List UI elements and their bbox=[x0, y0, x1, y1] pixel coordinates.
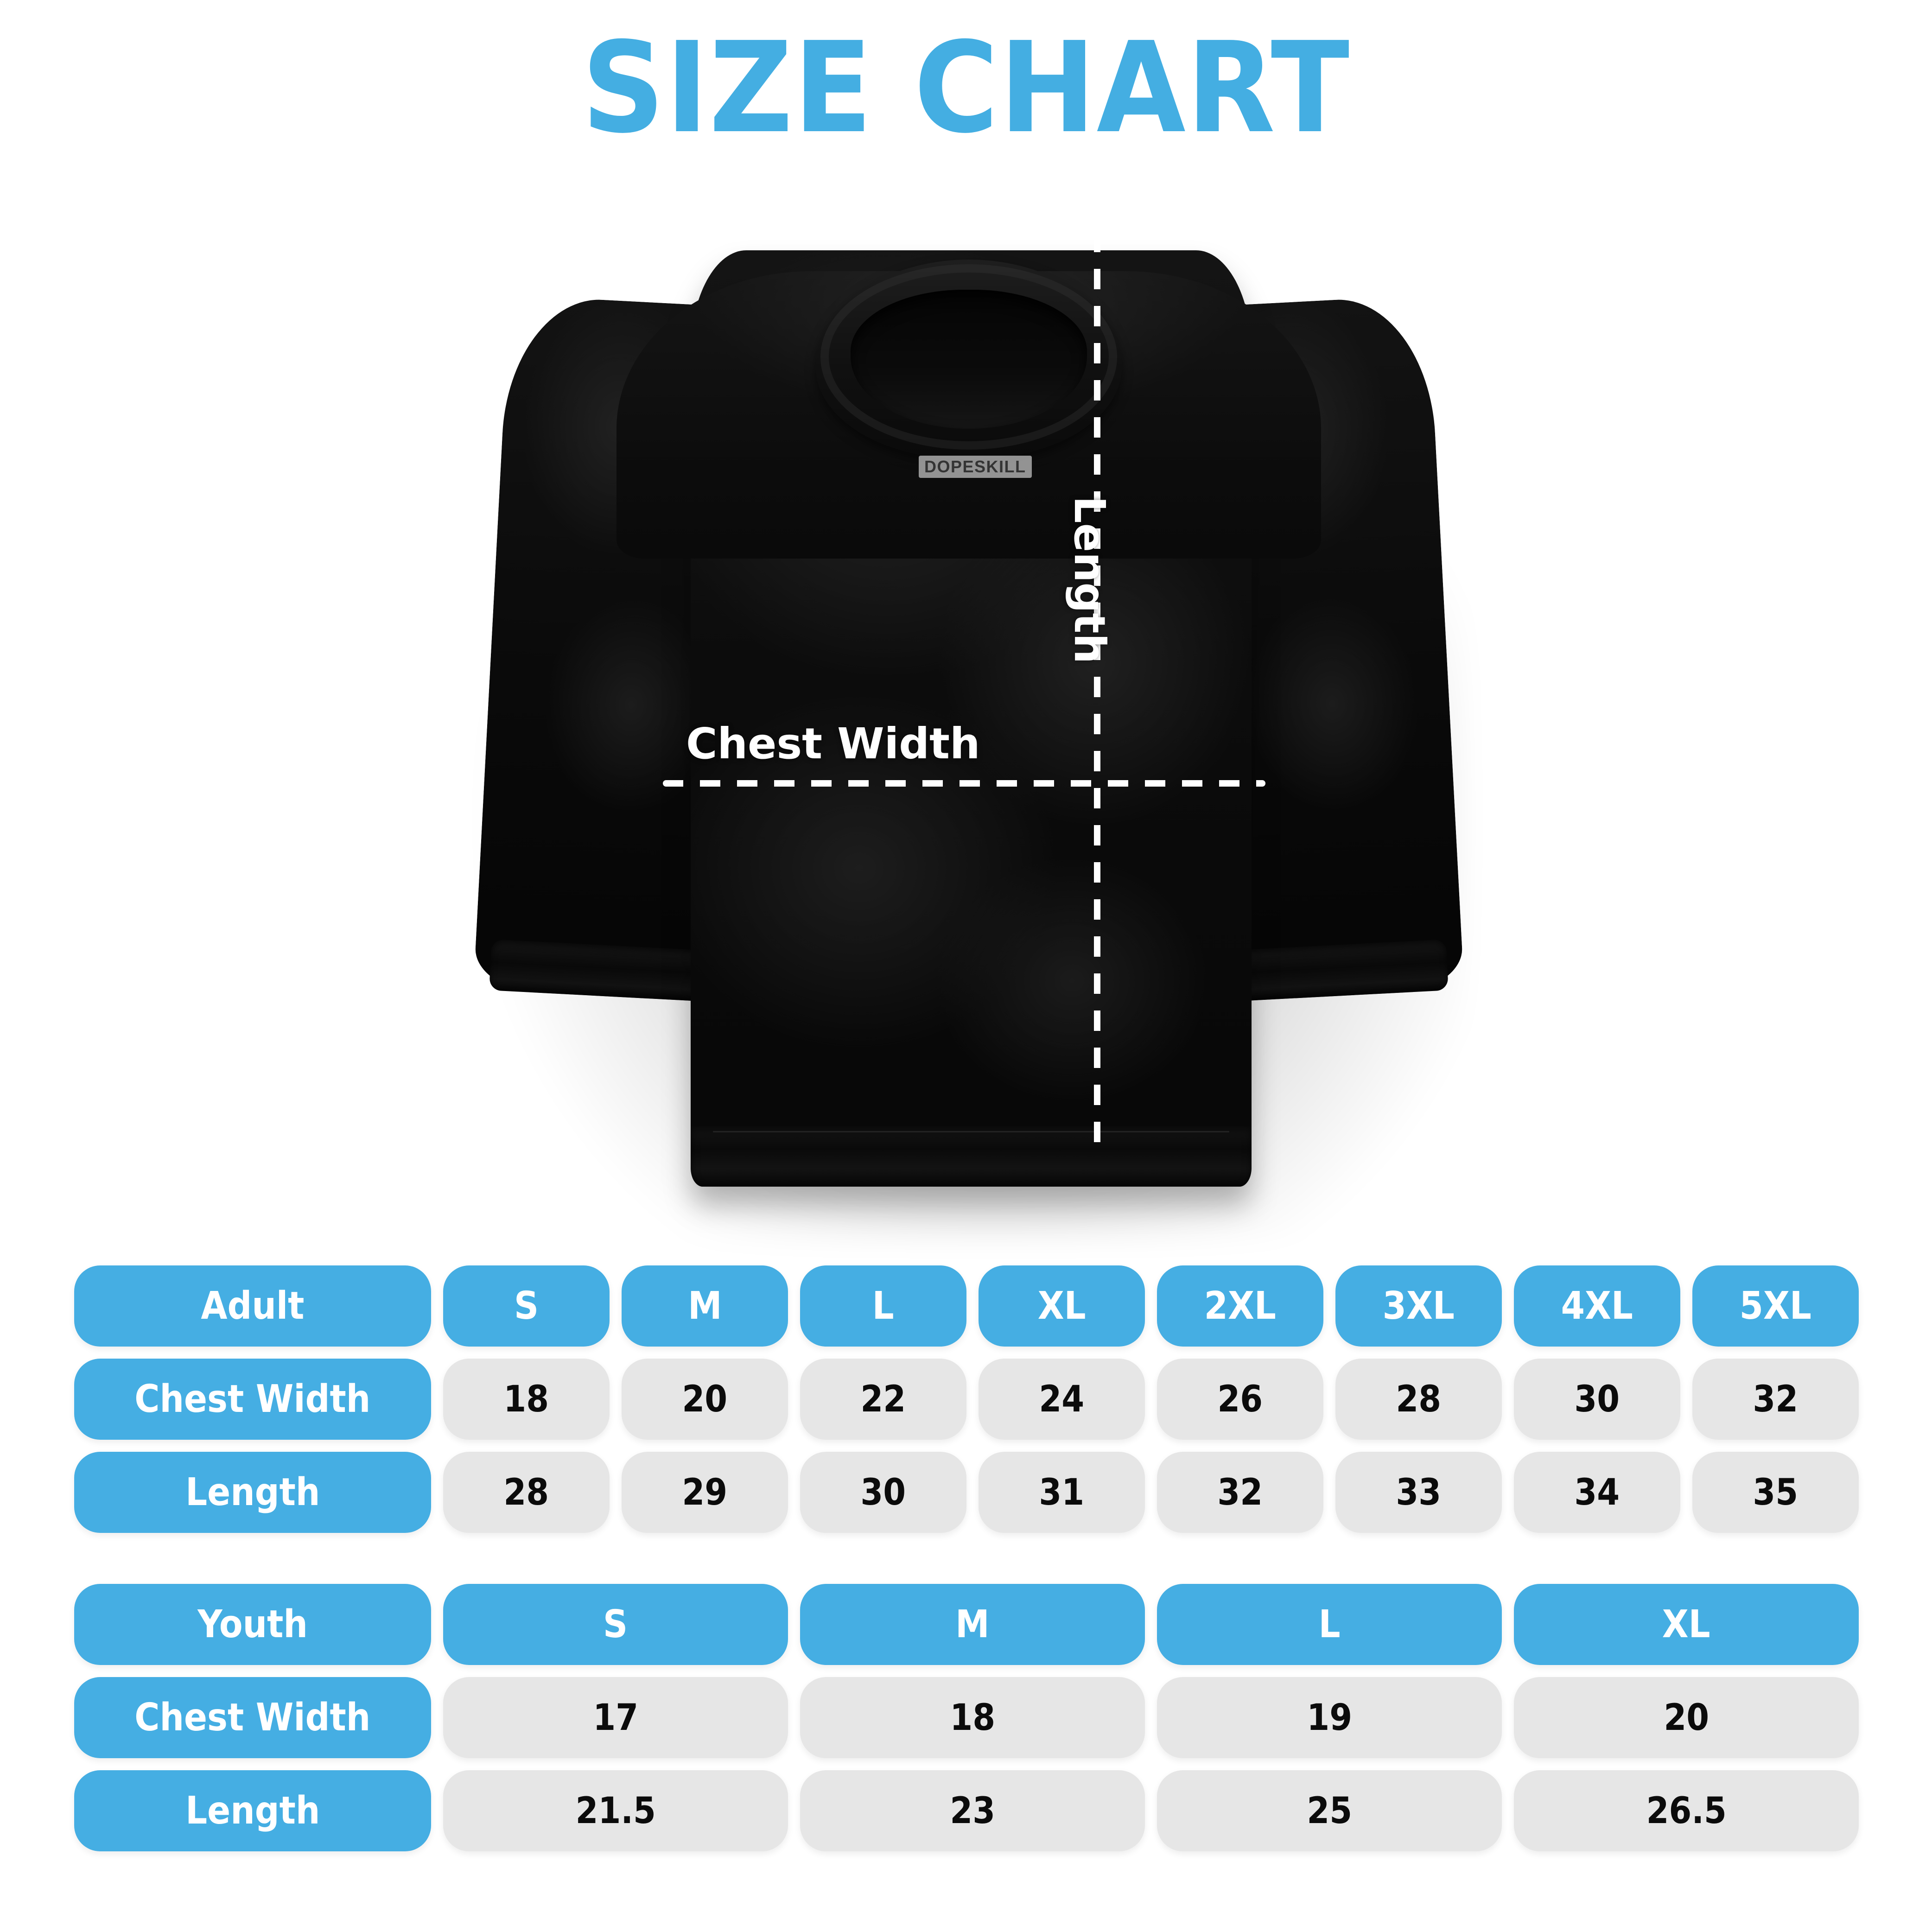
length-guide-label: Length bbox=[1065, 496, 1114, 664]
youth-size-header-l: L bbox=[1157, 1584, 1502, 1665]
youth-table-label: Youth bbox=[74, 1584, 431, 1665]
table-row: Length 28 29 30 31 32 33 34 35 bbox=[74, 1452, 1859, 1533]
adult-size-header-s: S bbox=[443, 1265, 610, 1347]
shirt-hem bbox=[691, 1126, 1252, 1187]
measurement-cell: 28 bbox=[1335, 1359, 1502, 1440]
collar-inner bbox=[851, 290, 1087, 429]
measurement-cell: 17 bbox=[443, 1677, 788, 1758]
measurement-cell: 30 bbox=[800, 1452, 966, 1533]
measurement-cell: 31 bbox=[979, 1452, 1145, 1533]
measurement-cell: 18 bbox=[443, 1359, 610, 1440]
youth-size-header-m: M bbox=[800, 1584, 1145, 1665]
adult-size-table: Adult S M L XL 2XL 3XL 4XL 5XL Chest Width 18 20 22 2… bbox=[74, 1265, 1859, 1533]
garment-illustration: DOPESKILL Chest Width Length bbox=[0, 195, 1932, 1238]
adult-size-header-l: L bbox=[800, 1265, 966, 1347]
measurement-cell: 29 bbox=[622, 1452, 788, 1533]
measurement-cell: 20 bbox=[1514, 1677, 1859, 1758]
youth-row-label-chest-width: Chest Width bbox=[74, 1677, 431, 1758]
chest-width-guide-label: Chest Width bbox=[686, 719, 980, 769]
measurement-cell: 21.5 bbox=[443, 1770, 788, 1851]
adult-size-header-4xl: 4XL bbox=[1514, 1265, 1680, 1347]
youth-size-header-xl: XL bbox=[1514, 1584, 1859, 1665]
measurement-cell: 23 bbox=[800, 1770, 1145, 1851]
adult-row-label-chest-width: Chest Width bbox=[74, 1359, 431, 1440]
measurement-cell: 32 bbox=[1157, 1452, 1323, 1533]
garment-stage bbox=[417, 195, 1520, 1238]
measurement-cell: 34 bbox=[1514, 1452, 1680, 1533]
measurement-cell: 32 bbox=[1692, 1359, 1859, 1440]
chest-width-guide-line bbox=[663, 780, 1265, 787]
measurement-cell: 26 bbox=[1157, 1359, 1323, 1440]
table-spacer bbox=[74, 1533, 1859, 1584]
measurement-cell: 26.5 bbox=[1514, 1770, 1859, 1851]
measurement-cell: 35 bbox=[1692, 1452, 1859, 1533]
adult-row-label-length: Length bbox=[74, 1452, 431, 1533]
youth-row-label-length: Length bbox=[74, 1770, 431, 1851]
neck-tag-dopeskill: DOPESKILL bbox=[919, 456, 1032, 478]
measurement-cell: 20 bbox=[622, 1359, 788, 1440]
measurement-cell: 18 bbox=[800, 1677, 1145, 1758]
page-title: SIZE CHART bbox=[581, 15, 1350, 161]
measurement-cell: 28 bbox=[443, 1452, 610, 1533]
adult-header-row: Adult S M L XL 2XL 3XL 4XL 5XL bbox=[74, 1265, 1859, 1347]
measurement-cell: 33 bbox=[1335, 1452, 1502, 1533]
adult-size-header-xl: XL bbox=[979, 1265, 1145, 1347]
adult-size-header-5xl: 5XL bbox=[1692, 1265, 1859, 1347]
youth-header-row: Youth S M L XL bbox=[74, 1584, 1859, 1665]
length-guide-line bbox=[1094, 195, 1100, 1159]
size-tables: Adult S M L XL 2XL 3XL 4XL 5XL Chest Width 18 20 22 2… bbox=[74, 1265, 1859, 1851]
measurement-cell: 30 bbox=[1514, 1359, 1680, 1440]
table-row: Chest Width 18 20 22 24 26 28 30 32 bbox=[74, 1359, 1859, 1440]
adult-table-label: Adult bbox=[74, 1265, 431, 1347]
table-row: Length 21.5 23 25 26.5 bbox=[74, 1770, 1859, 1851]
measurement-cell: 25 bbox=[1157, 1770, 1502, 1851]
measurement-cell: 19 bbox=[1157, 1677, 1502, 1758]
adult-size-header-m: M bbox=[622, 1265, 788, 1347]
youth-size-header-s: S bbox=[443, 1584, 788, 1665]
table-row: Chest Width 17 18 19 20 bbox=[74, 1677, 1859, 1758]
measurement-cell: 24 bbox=[979, 1359, 1145, 1440]
measurement-cell: 22 bbox=[800, 1359, 966, 1440]
adult-size-header-3xl: 3XL bbox=[1335, 1265, 1502, 1347]
adult-size-header-2xl: 2XL bbox=[1157, 1265, 1323, 1347]
youth-size-table: Youth S M L XL Chest Width 17 18 19 20 Length 21.5 2… bbox=[74, 1584, 1859, 1851]
